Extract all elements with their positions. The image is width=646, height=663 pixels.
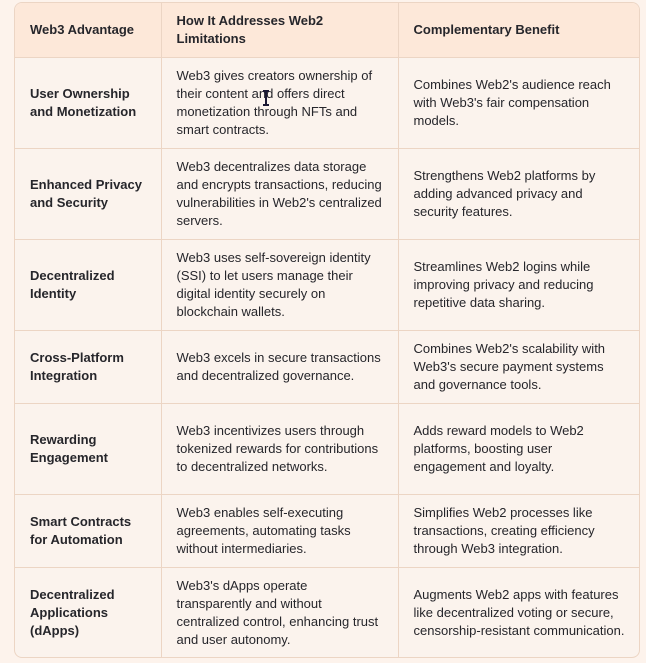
header-web3-advantage: Web3 Advantage <box>15 3 162 58</box>
cell-advantage: Decentralized Applications (dApps) <box>15 567 162 657</box>
text-cursor-icon <box>263 90 269 106</box>
cell-addresses: Web3 gives creators ownership of their c… <box>161 57 399 149</box>
table-header: Web3 Advantage How It Addresses Web2 Lim… <box>15 3 639 58</box>
cell-addresses: Web3's dApps operate transparently and w… <box>161 567 399 657</box>
cell-addresses: Web3 decentralizes data storage and encr… <box>161 148 399 240</box>
cell-advantage: Cross-Platform Integration <box>15 330 162 404</box>
cell-benefit: Combines Web2's scalability with Web3's … <box>398 330 639 404</box>
table-row: Decentralized Identity Web3 uses self-so… <box>15 239 639 331</box>
table-row: Decentralized Applications (dApps) Web3'… <box>15 567 639 657</box>
cell-benefit: Strengthens Web2 platforms by adding adv… <box>398 148 639 240</box>
cell-benefit: Simplifies Web2 processes like transacti… <box>398 494 639 568</box>
table-row: Cross-Platform Integration Web3 excels i… <box>15 330 639 404</box>
cell-advantage: Smart Contracts for Automation <box>15 494 162 568</box>
cell-addresses: Web3 excels in secure transactions and d… <box>161 330 399 404</box>
cell-advantage: Decentralized Identity <box>15 239 162 331</box>
header-complementary-benefit: Complementary Benefit <box>398 3 639 58</box>
cell-advantage: Enhanced Privacy and Security <box>15 148 162 240</box>
cell-benefit: Streamlines Web2 logins while improving … <box>398 239 639 331</box>
cell-advantage: Rewarding Engagement <box>15 403 162 495</box>
table-row: Smart Contracts for Automation Web3 enab… <box>15 494 639 568</box>
table-row: User Ownership and Monetization Web3 giv… <box>15 57 639 149</box>
table-row: Rewarding Engagement Web3 incentivizes u… <box>15 403 639 495</box>
table-body: User Ownership and Monetization Web3 giv… <box>15 57 639 657</box>
cell-advantage: User Ownership and Monetization <box>15 57 162 149</box>
comparison-table: Web3 Advantage How It Addresses Web2 Lim… <box>15 3 639 657</box>
cell-benefit: Combines Web2's audience reach with Web3… <box>398 57 639 149</box>
table-row: Enhanced Privacy and Security Web3 decen… <box>15 148 639 240</box>
cell-addresses: Web3 incentivizes users through tokenize… <box>161 403 399 495</box>
cell-addresses: Web3 enables self-executing agreements, … <box>161 494 399 568</box>
cell-benefit: Adds reward models to Web2 platforms, bo… <box>398 403 639 495</box>
comparison-table-container: Web3 Advantage How It Addresses Web2 Lim… <box>14 2 640 658</box>
cell-benefit: Augments Web2 apps with features like de… <box>413 587 625 638</box>
table-header-row: Web3 Advantage How It Addresses Web2 Lim… <box>15 3 639 58</box>
cell-addresses: Web3 uses self-sovereign identity (SSI) … <box>161 239 399 331</box>
header-addresses-limitations: How It Addresses Web2 Limitations <box>161 3 399 58</box>
